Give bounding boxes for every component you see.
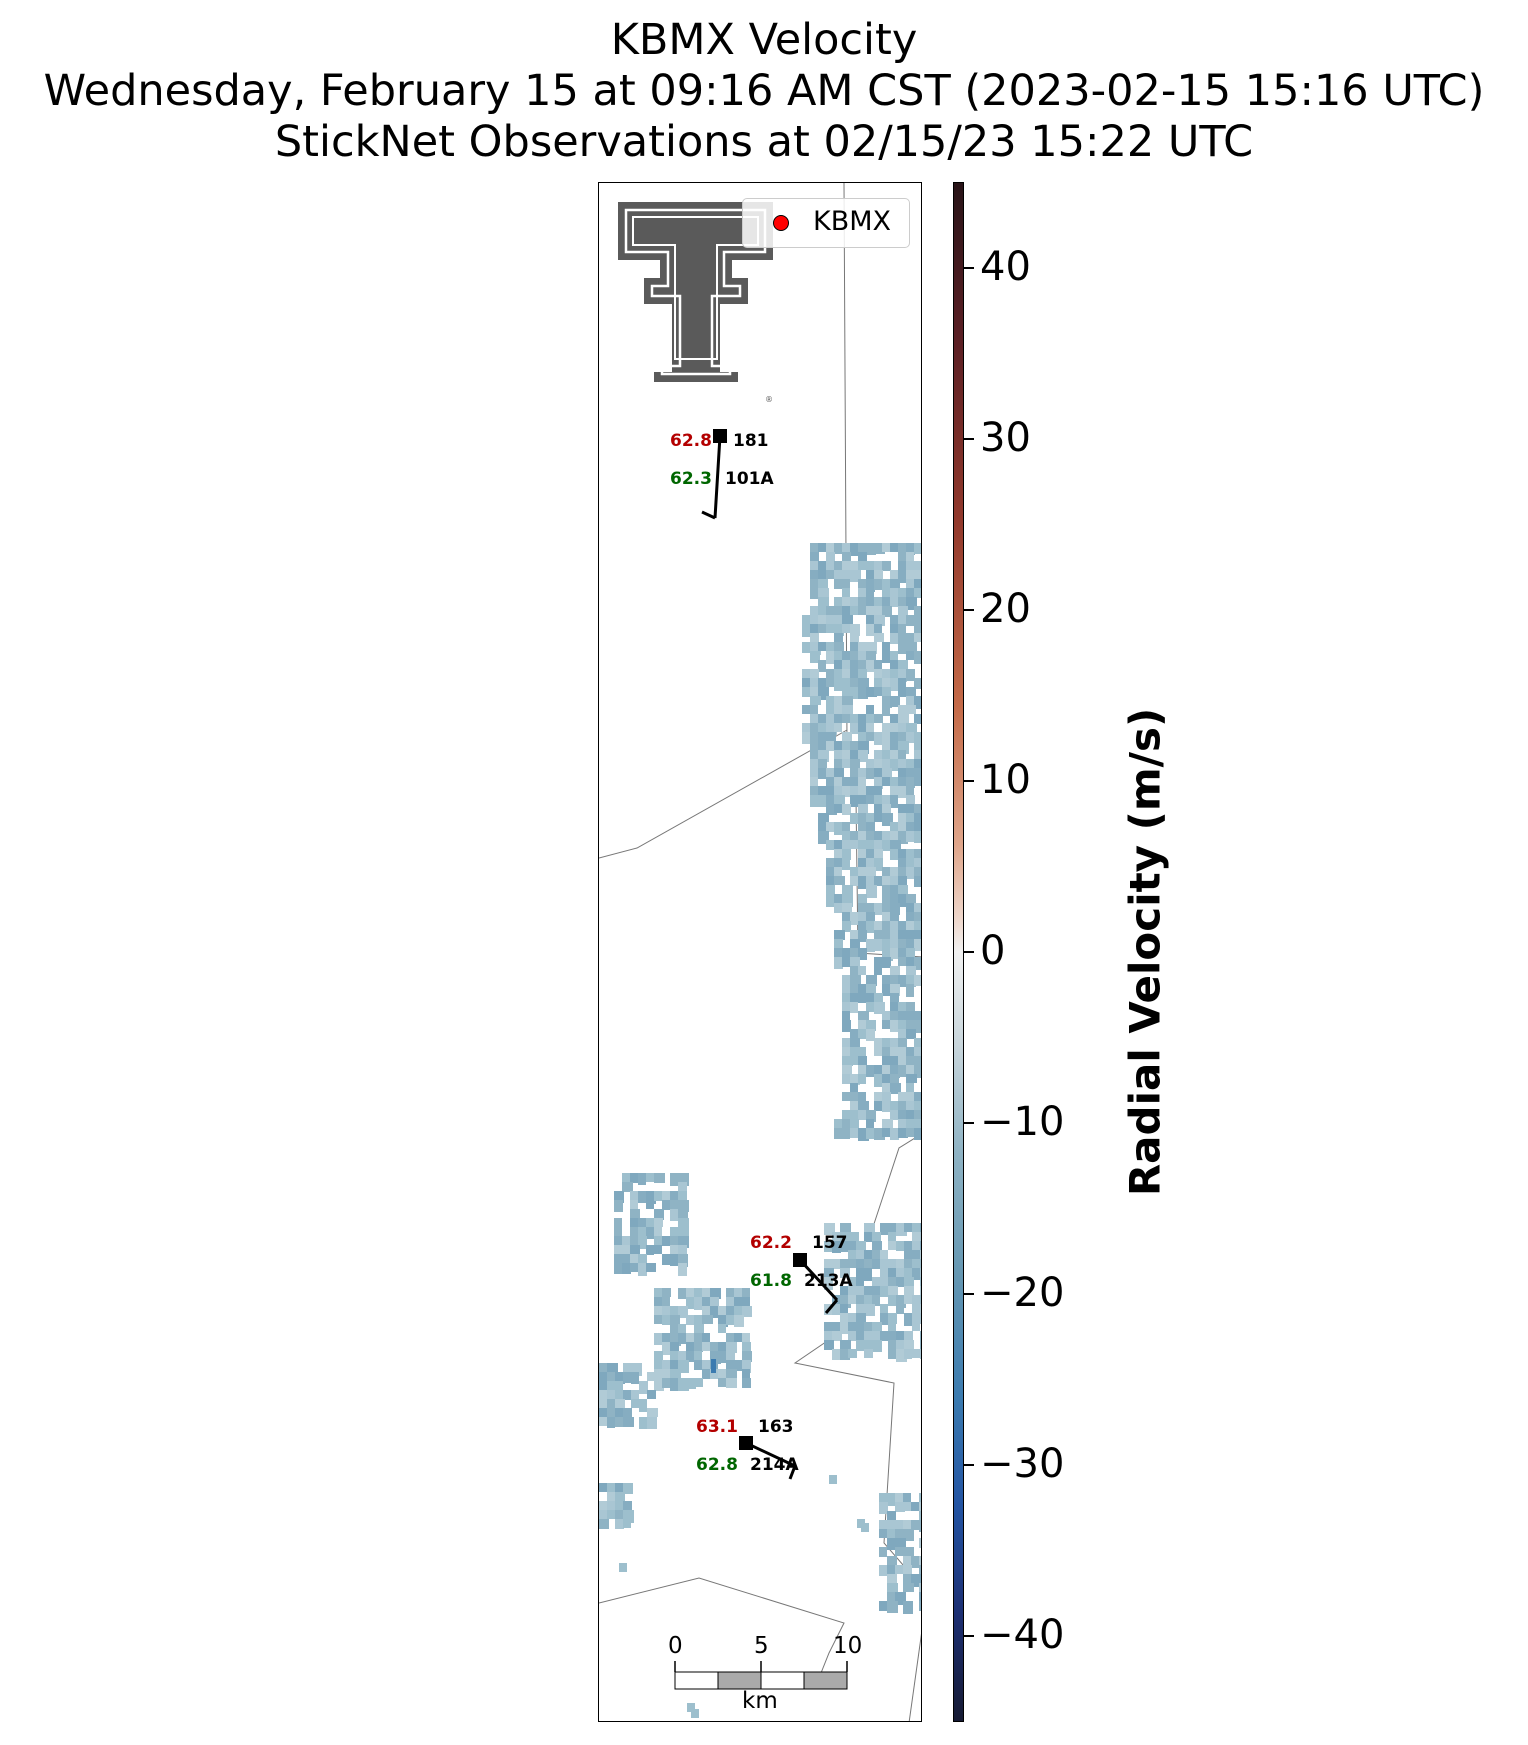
- scale-label-10: 10: [833, 1633, 863, 1659]
- colorbar-tick-mark: [964, 1464, 974, 1467]
- radar-site-marker-icon: [773, 215, 789, 231]
- colorbar-tick-mark: [964, 266, 974, 269]
- texas-tech-logo: ®: [618, 202, 773, 404]
- colorbar-tick-mark: [964, 437, 974, 440]
- velocity-colorbar: [953, 182, 964, 1722]
- scale-label-0: 0: [668, 1633, 683, 1659]
- station-101A-temperature: 62.8: [670, 431, 712, 451]
- colorbar-tick-mark: [964, 1122, 974, 1125]
- station-214A-marker: [739, 1436, 797, 1480]
- title-observations: StickNet Observations at 02/15/23 15:22 …: [274, 117, 1254, 167]
- colorbar-tick-label: −10: [980, 1099, 1065, 1146]
- station-213A-temperature: 62.2: [750, 1233, 792, 1253]
- wind-barb-icon: [701, 435, 722, 520]
- station-214A-dewpoint: 62.8: [696, 1455, 738, 1475]
- title-datetime: Wednesday, February 15 at 09:16 AM CST (…: [43, 66, 1485, 116]
- station-213A-wind-direction: 157: [812, 1233, 848, 1253]
- scale-bar: [674, 1661, 848, 1690]
- scale-label-5: 5: [754, 1633, 769, 1659]
- radar-map[interactable]: ®: [598, 182, 922, 1722]
- colorbar-tick-mark: [964, 1635, 974, 1638]
- map-legend: KBMX: [742, 198, 910, 248]
- colorbar-tick-mark: [964, 1293, 974, 1296]
- colorbar-tick-label: −20: [980, 1270, 1065, 1317]
- wind-barb-icon: [798, 1258, 839, 1314]
- station-101A-dewpoint: 62.3: [670, 469, 712, 489]
- station-101A-wind-direction: 181: [733, 431, 769, 451]
- station-101A-id: 101A: [725, 469, 774, 489]
- colorbar-tick-label: 10: [980, 756, 1031, 803]
- colorbar-tick-label: 40: [980, 243, 1031, 290]
- boundary-line: [599, 729, 848, 859]
- scale-unit: km: [742, 1688, 778, 1714]
- map-canvas: ®: [599, 183, 921, 1721]
- colorbar-tick-label: −40: [980, 1612, 1065, 1659]
- county-boundaries: [599, 183, 921, 1721]
- title-radar: KBMX Velocity: [610, 15, 918, 65]
- station-213A-dewpoint: 61.8: [750, 1271, 792, 1291]
- station-213A-id: 213A: [804, 1271, 853, 1291]
- colorbar-label: Radial Velocity (m/s): [1120, 707, 1170, 1197]
- colorbar-tick-mark: [964, 608, 974, 611]
- station-214A-wind-direction: 163: [758, 1417, 794, 1437]
- svg-text:®: ®: [765, 395, 773, 404]
- station-214A-id: 214A: [750, 1455, 799, 1475]
- colorbar-tick-mark: [964, 951, 974, 953]
- colorbar-tick-label: 0: [980, 928, 1006, 974]
- colorbar-tick-label: 30: [980, 414, 1031, 461]
- station-101A-marker: [701, 429, 727, 520]
- legend-label: KBMX: [813, 206, 892, 237]
- colorbar-tick-mark: [964, 779, 974, 782]
- boundary-line: [599, 1577, 845, 1684]
- station-214A-temperature: 63.1: [696, 1417, 738, 1437]
- colorbar-tick-label: 20: [980, 585, 1031, 632]
- boundary-line: [908, 1633, 921, 1721]
- colorbar-tick-label: −30: [980, 1441, 1065, 1488]
- wind-barb-icon: [745, 1441, 797, 1480]
- velocity-echoes: [599, 543, 921, 1718]
- station-213A-marker: [793, 1253, 839, 1314]
